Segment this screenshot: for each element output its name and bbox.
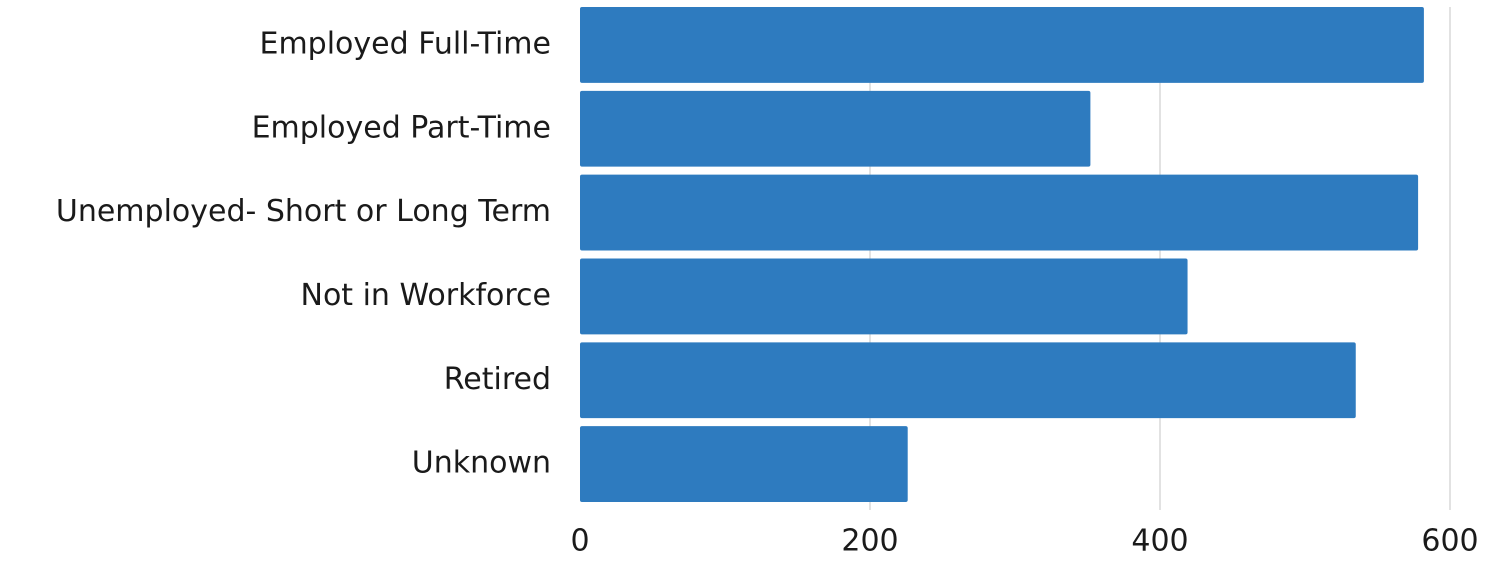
x-tick-label: 200 (841, 524, 898, 559)
category-label: Employed Full-Time (260, 26, 552, 61)
bar (580, 426, 908, 502)
x-tick-label: 600 (1421, 524, 1478, 559)
category-labels: Employed Full-Time Employed Part-Time Unem… (56, 26, 551, 480)
category-label: Unemployed- Short or Long Term (56, 194, 551, 229)
bar (580, 7, 1424, 83)
x-axis-tick-labels: 0 200 400 600 (570, 524, 1478, 559)
category-label: Retired (444, 362, 551, 397)
bar (580, 90, 1091, 167)
bars (580, 7, 1424, 502)
x-tick-label: 0 (570, 524, 589, 559)
category-label: Not in Workforce (301, 278, 552, 313)
bar (580, 342, 1356, 419)
category-label: Employed Part-Time (252, 110, 551, 145)
x-tick-label: 400 (1131, 524, 1188, 559)
category-label: Unknown (412, 446, 551, 481)
bar (580, 258, 1188, 335)
bar (580, 174, 1419, 251)
